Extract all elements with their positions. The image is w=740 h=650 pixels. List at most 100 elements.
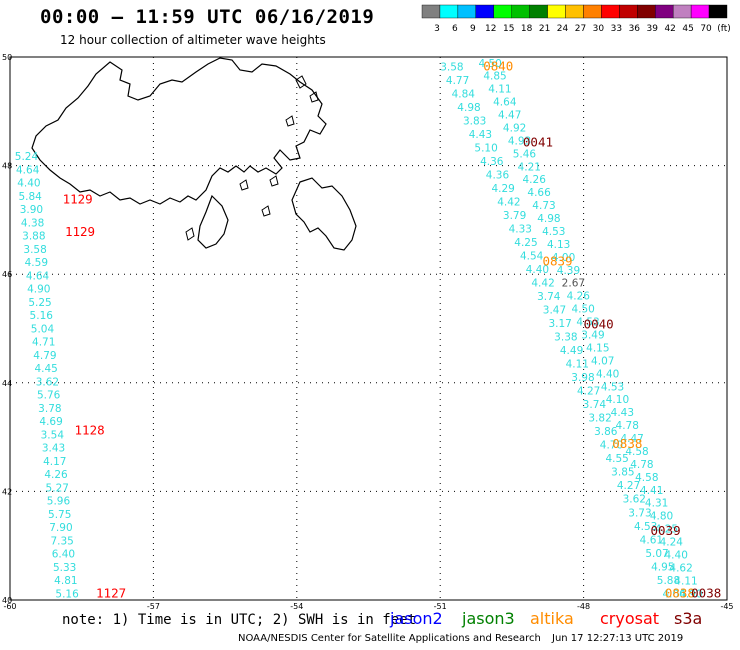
wave-height-value: 7.35 [50,535,73,547]
pass-time-label: 1129 [65,224,95,239]
wave-height-value: 3.38 [554,332,577,344]
latitude-label: 50 [2,53,12,62]
wave-height-value: 4.31 [645,498,668,510]
colorbar-tick-label: 33 [611,24,622,34]
wave-height-value: 4.54 [520,251,544,263]
credit-line: NOAA/NESDIS Center for Satellite Applica… [238,633,541,644]
map-frame [9,56,728,601]
wave-height-value: 5.88 [657,575,680,587]
wave-height-value: 3.78 [38,403,61,415]
wave-height-value: 3.98 [571,372,594,384]
wave-height-value: 3.47 [543,305,566,317]
colorbar-tick-label: 30 [593,24,605,34]
wave-height-value: 4.11 [674,575,697,587]
grid-lines [9,56,728,601]
wave-height-value: 4.84 [452,89,476,101]
latitude-label: 44 [2,379,12,388]
latitude-label: 48 [2,162,12,171]
color-scale-legend: 3 6 9 12 15 18 21 24 27 30 33 36 39 42 45 70 (ft) [421,4,731,34]
wave-height-value: 4.07 [591,355,614,367]
colorbar-tick-label: 39 [647,24,659,34]
wave-height-value: 4.26 [44,469,68,481]
wave-height-value: 3.73 [628,507,651,519]
wave-height-value: 4.39 [557,265,580,277]
wave-height-value: 5.25 [28,297,51,309]
northern-peninsula-islands [185,75,319,241]
pass-time-label: 0840 [483,59,513,74]
wave-height-value: 3.54 [41,429,65,441]
longitude-label: -48 [577,602,590,611]
wave-height-value: 4.40 [596,368,619,380]
colorbar-tick-label: 18 [521,24,533,34]
wave-height-value: 5.75 [48,509,71,521]
wave-height-value: 4.38 [21,217,44,229]
chart-subtitle: 12 hour collection of altimeter wave hei… [60,33,326,47]
pass-time-labels: 0840004108390040083800390838003811291129… [63,59,722,601]
pass-time-label: 1129 [63,192,93,207]
pass-time-label: 0839 [542,254,572,269]
wave-height-value: 4.90 [679,588,702,600]
wave-height-value: 2.67 [562,278,585,290]
wave-height-value: 5.76 [37,390,61,402]
longitude-label: -60 [3,602,16,611]
wave-height-value: 4.69 [39,416,62,428]
colorbar-tick-label: 3 [434,24,440,34]
avalon-peninsula [291,177,357,251]
wave-height-value: 4.26 [523,174,547,186]
wave-height-value: 4.80 [650,511,673,523]
colorbar-swatch [708,4,728,19]
wave-height-value: 4.93 [508,135,531,147]
generation-timestamp: Jun 17 12:27:13 UTC 2019 [552,633,684,644]
wave-height-value: 5.96 [47,496,71,508]
wave-height-value: 4.40 [526,264,549,276]
pass-time-label: 0838 [665,585,695,600]
wave-height-value: 4.27 [577,386,600,398]
wave-height-value: 3.43 [42,443,65,455]
colorbar-tick-label: 27 [575,24,586,34]
wave-height-value: 4.27 [617,480,640,492]
wave-height-value: 3.62 [36,376,59,388]
wave-height-value: 4.64 [493,97,517,109]
wave-height-value: 4.53 [542,226,565,238]
wave-height-value: 4.15 [586,342,609,354]
colorbar-tick-label: 12 [485,24,496,34]
wave-height-value: 4.00 [552,252,575,264]
wave-height-value: 5.10 [474,143,497,155]
wave-height-value: 4.55 [605,453,628,465]
wave-height-value: 4.33 [509,224,532,236]
wave-height-value: 4.58 [625,446,648,458]
wave-height-value: 4.71 [32,337,55,349]
wave-height-value: 4.47 [498,110,521,122]
wave-height-value: 4.06 [662,588,686,600]
wave-height-value: 4.17 [43,456,66,468]
wave-height-value: 4.64 [26,270,50,282]
colorbar-tick-label: 70 [700,24,712,34]
wave-height-value: 4.61 [640,534,663,546]
wave-height-value: 4.43 [469,129,492,141]
wave-height-value: 4.29 [491,183,514,195]
wave-height-value: 3.79 [503,210,526,222]
wave-height-value: 4.98 [537,213,560,225]
wave-height-value: 4.10 [606,394,629,406]
colorbar-tick-label: 21 [539,24,550,34]
wave-height-value: 3.74 [537,291,561,303]
wave-height-value: 4.25 [655,524,678,536]
legend-jason2: jason2 [390,609,443,628]
latitude-label: 46 [2,270,12,279]
latitude-label: 40 [2,596,12,605]
colorbar-tick-label: 6 [452,24,458,34]
colorbar-tick-label: 15 [503,24,514,34]
wave-height-value: 4.79 [33,350,56,362]
pass-time-label: 0040 [584,317,614,332]
colorbar-tick-label: 24 [557,24,569,34]
wave-height-value: 4.11 [488,84,511,96]
wave-height-value: 4.13 [547,239,570,251]
wave-height-value: 3.85 [611,467,634,479]
newfoundland-coast [31,57,327,205]
wave-height-value: 7.90 [49,522,72,534]
wave-height-value: 4.64 [16,164,40,176]
wave-height-value: 3.62 [623,494,646,506]
wave-height-value: 4.98 [457,102,480,114]
wave-height-value: 4.42 [531,278,554,290]
